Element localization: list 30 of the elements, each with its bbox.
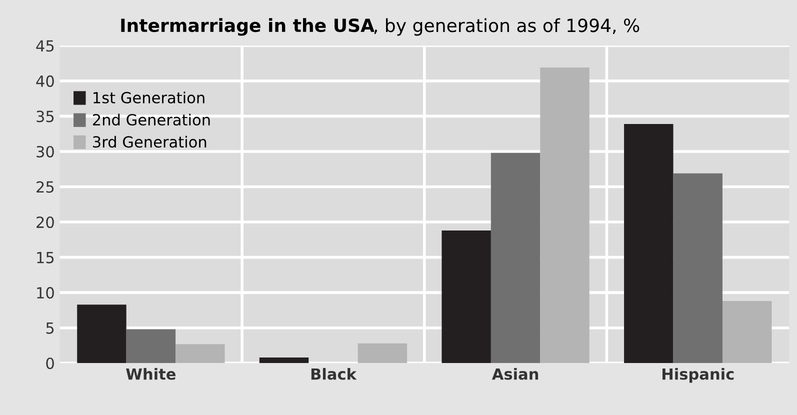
chart-title: Intermarriage in the USA (121, 18, 374, 36)
y-tick-label: 40 (36, 75, 54, 87)
bar (722, 301, 772, 364)
y-tick-label: 0 (46, 358, 54, 370)
legend-label: 1st Generation (94, 92, 204, 104)
bar (358, 343, 408, 364)
bar (490, 152, 540, 364)
bar (176, 344, 225, 364)
y-tick-label: 35 (36, 110, 54, 122)
y-tick-label: 25 (36, 181, 54, 193)
bar (259, 357, 309, 364)
y-tick-label: 15 (37, 252, 54, 264)
bar (624, 124, 674, 364)
bar (126, 329, 176, 364)
legend-label: 3rd Generation (93, 136, 206, 148)
x-tick-label: Hispanic (662, 368, 734, 383)
bar (77, 304, 126, 364)
y-tick-label: 5 (46, 322, 54, 334)
y-tick-label: 20 (36, 216, 54, 228)
bar (540, 68, 590, 364)
x-tick-label: Black (311, 368, 357, 380)
x-tick-label: White (126, 368, 176, 380)
y-tick-label: 10 (37, 287, 54, 299)
bar (673, 173, 722, 364)
y-tick-label: 45 (36, 40, 54, 52)
chart-subtitle: , by generation as of 1994, % (374, 18, 640, 36)
bar (442, 230, 491, 364)
x-tick-label: Asian (492, 368, 538, 380)
legend-label: 2nd Generation (92, 114, 210, 126)
y-tick-label: 30 (36, 146, 54, 158)
